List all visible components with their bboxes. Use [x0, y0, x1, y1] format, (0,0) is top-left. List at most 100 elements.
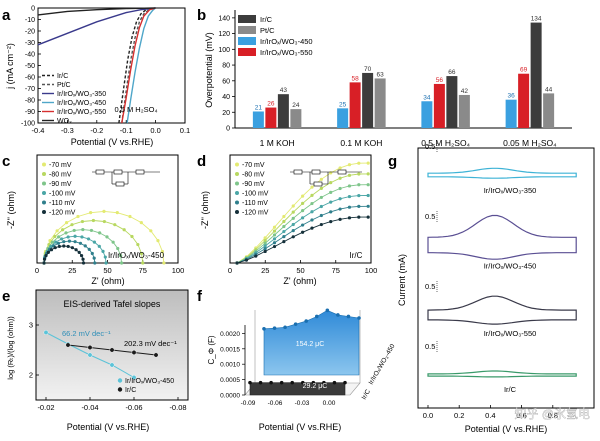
- data-point: [263, 241, 267, 245]
- data-point: [91, 218, 95, 223]
- legend-label: -100 mV: [49, 191, 76, 198]
- cv-curve: [427, 167, 577, 179]
- data-point: [332, 380, 337, 385]
- x-tick-label: 25: [68, 266, 76, 275]
- legend-label: Ir/C: [57, 73, 68, 80]
- legend: Ir/C Pt/C Ir/IrOₓ/WO₃-350 Ir/IrOₓ/WO₃-450 Ir…: [42, 73, 106, 125]
- chart-title: EIS-derived Tafel slopes: [64, 299, 161, 309]
- data-point: [357, 215, 361, 219]
- legend-label: -110 mV: [49, 200, 75, 207]
- legend-marker: [42, 210, 46, 214]
- data-point: [131, 375, 137, 380]
- scale-bar-label: 0.5: [425, 142, 435, 151]
- y-tick-label: -30: [25, 40, 35, 47]
- data-point: [93, 261, 97, 265]
- data-point: [42, 257, 47, 261]
- scale-bar-label: 0.5: [425, 212, 435, 221]
- data-points: [235, 161, 370, 265]
- bar-value-label: 21: [255, 104, 263, 111]
- legend-marker: [42, 191, 46, 195]
- legend: -70 mV -80 mV -90 mV -100 mV -110 mV -120 mV: [42, 162, 76, 217]
- data-point: [338, 166, 342, 170]
- y-tick-label: 20: [222, 110, 230, 117]
- data-point: [283, 325, 287, 330]
- x-tick-label: -0.03: [295, 400, 310, 407]
- legend-marker: [42, 200, 46, 205]
- bar-value-label: 36: [508, 93, 516, 100]
- y-tick-label: -20: [25, 29, 35, 36]
- data-point: [50, 240, 55, 244]
- data-point: [258, 380, 263, 385]
- y-tick-label: 40: [222, 94, 230, 101]
- data-point: [235, 261, 239, 265]
- panel-d-nyquist: 0 25 50 75 100 -70 mV -80 mV -90 mV -100 mV -110…: [200, 154, 377, 286]
- legend-label: Ir/IrOₓ/WO₃-450: [260, 37, 313, 46]
- data-point: [301, 194, 305, 198]
- bar-value-label: 42: [461, 88, 469, 95]
- x-tick-label: -0.06: [125, 403, 142, 412]
- data-point: [357, 172, 361, 176]
- data-point: [293, 322, 298, 326]
- data-point: [366, 193, 370, 198]
- bar-value-label: 66: [448, 69, 456, 76]
- y-tick-label: -50: [25, 63, 35, 70]
- data-point: [262, 327, 266, 331]
- data-point: [62, 244, 66, 248]
- series: 154.2 μC 29.2 μC: [248, 308, 361, 396]
- legend-label: -70 mV: [242, 162, 265, 169]
- data-point: [109, 362, 115, 368]
- legend-label: Ir/IrOₓ/WO₃-350: [57, 91, 106, 98]
- data-point: [66, 244, 70, 249]
- data-point: [115, 211, 119, 215]
- bar-value-label: 43: [280, 87, 288, 94]
- panel-letter-b: b: [197, 7, 206, 24]
- data-point: [291, 222, 295, 227]
- data-point: [291, 216, 295, 220]
- legend-marker: [235, 210, 239, 214]
- data-point: [301, 223, 305, 227]
- data-point: [248, 380, 252, 385]
- bar: [530, 22, 542, 128]
- data-point: [70, 246, 74, 250]
- data-point: [83, 244, 87, 248]
- panel-c-nyquist: 0 25 50 75 100 -70 mV -80 mV -90 mV -100 mV -110…: [6, 154, 184, 286]
- x-tick-label: 0.2: [454, 411, 464, 420]
- bar: [337, 108, 349, 128]
- data-point: [357, 183, 361, 187]
- bar: [349, 82, 361, 128]
- data-point: [92, 240, 97, 244]
- y-tick-labels: 23: [29, 321, 39, 380]
- y-tick-label: 2: [29, 371, 33, 380]
- data-point: [338, 197, 342, 201]
- data-point: [97, 244, 101, 248]
- data-point: [61, 228, 65, 232]
- y-tick-label: -70: [25, 86, 35, 93]
- legend-label: -110 mV: [242, 200, 268, 207]
- bar-value-label: 26: [267, 101, 275, 108]
- data-point: [81, 227, 85, 232]
- legend-label: -90 mV: [49, 181, 72, 188]
- data-point: [153, 352, 159, 358]
- data-point: [347, 216, 352, 220]
- legend-label: Ir/C: [260, 15, 273, 24]
- data-point: [301, 216, 305, 220]
- data-point: [43, 330, 49, 335]
- data-point: [329, 219, 333, 224]
- y-axis-label: j (mA cm⁻²): [5, 43, 15, 90]
- plot-frame: [417, 147, 595, 409]
- legend-label: -80 mV: [49, 172, 72, 179]
- series-label: Ir/IrOₓ/WO₃-350: [484, 186, 537, 195]
- data-point: [310, 210, 314, 214]
- bar-value-label: 69: [520, 67, 528, 74]
- data-point: [111, 240, 115, 244]
- series-axis-label: Ir/C: [361, 388, 372, 401]
- series-line: [37, 7, 156, 46]
- x-tick-label: -0.3: [61, 126, 74, 135]
- data-point: [55, 229, 59, 233]
- category-label: 0.5 M H₂SO₄: [421, 138, 470, 148]
- cv-curve: [427, 214, 577, 260]
- series-line: [118, 7, 156, 124]
- y-tick-labels: 0.0000 0.0005 0.0010 0.0015 0.0020: [220, 331, 245, 400]
- data-point: [113, 223, 117, 227]
- y-axis-label: -Z'' (ohm): [6, 191, 16, 229]
